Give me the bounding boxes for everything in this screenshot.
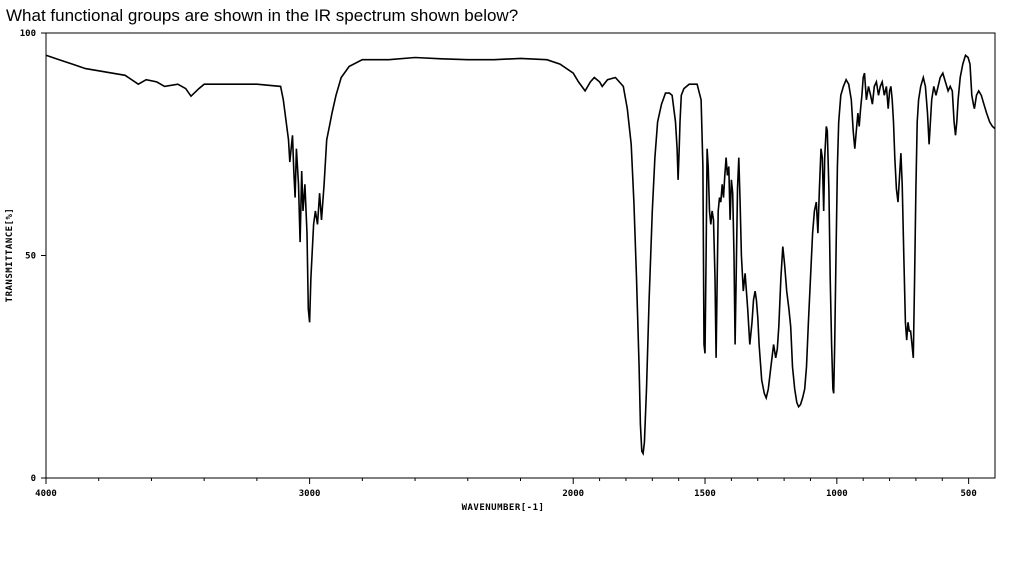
y-tick-label: 50: [25, 252, 36, 262]
y-axis-ticks: 0 50 100: [20, 29, 46, 484]
x-tick-label: 500: [961, 489, 977, 499]
x-tick-label: 1500: [694, 489, 716, 499]
y-tick-label: 100: [20, 29, 36, 39]
x-axis-ticks: 4000 3000 2000 1500 1000 500: [35, 478, 977, 499]
x-tick-label: 4000: [35, 489, 57, 499]
series-layer: [45, 53, 996, 456]
y-tick-label: 0: [31, 474, 36, 484]
spectrum-line: [45, 53, 996, 456]
question-text: What functional groups are shown in the …: [6, 6, 519, 25]
x-tick-label: 1000: [826, 489, 848, 499]
x-tick-label: 2000: [562, 489, 584, 499]
y-axis-title: TRANSMITTANCE[%]: [5, 208, 15, 303]
plot-frame: [45, 32, 996, 479]
x-tick-label: 3000: [299, 489, 321, 499]
x-axis-title: WAVENUMBER[-1]: [462, 503, 545, 513]
